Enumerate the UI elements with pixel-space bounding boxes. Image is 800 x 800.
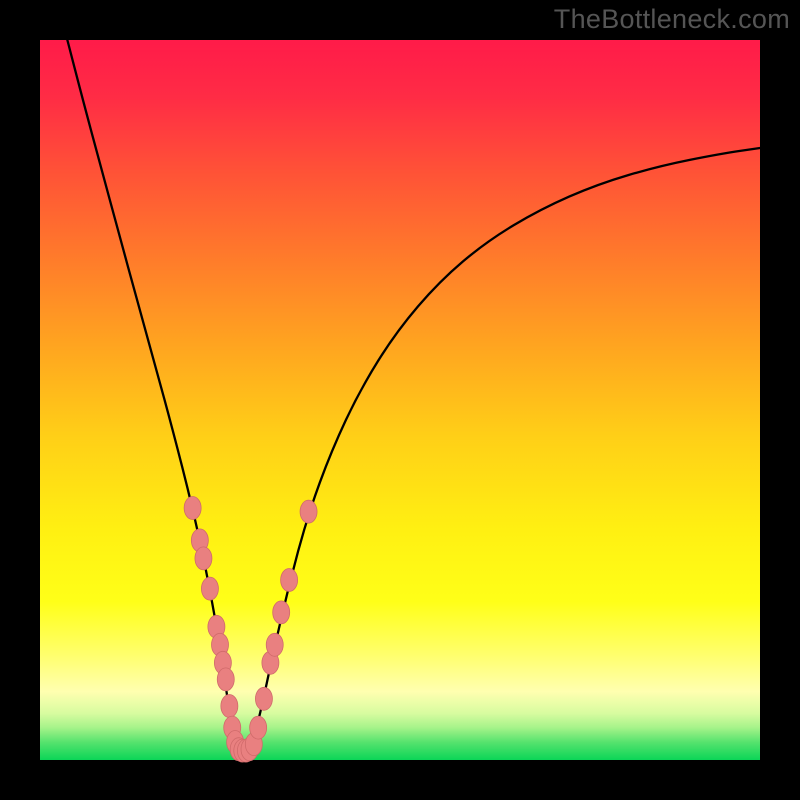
data-marker	[217, 668, 234, 691]
chart-container: TheBottleneck.com	[0, 0, 800, 800]
data-marker	[201, 577, 218, 600]
plot-background	[40, 40, 760, 760]
data-marker	[266, 633, 283, 656]
data-marker	[300, 500, 317, 523]
data-marker	[221, 695, 238, 718]
data-marker	[281, 569, 298, 592]
bottleneck-chart	[0, 0, 800, 800]
data-marker	[195, 547, 212, 570]
data-marker	[273, 601, 290, 624]
data-marker	[250, 716, 267, 739]
data-marker	[184, 497, 201, 520]
watermark-text: TheBottleneck.com	[554, 4, 790, 35]
data-marker	[255, 687, 272, 710]
